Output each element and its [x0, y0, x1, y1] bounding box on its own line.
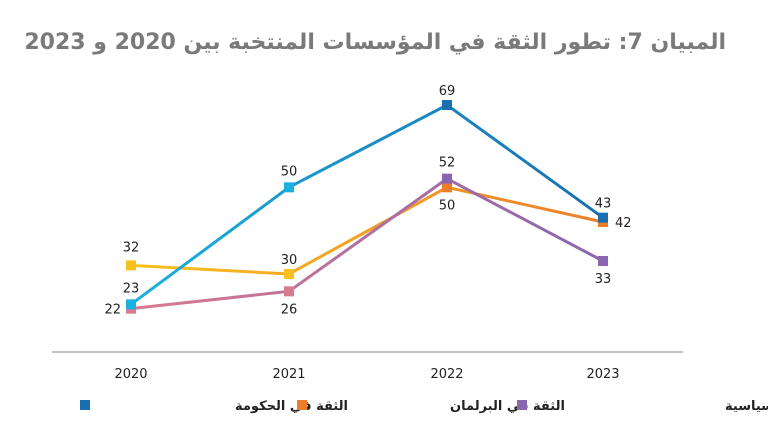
data-label: 23 [123, 281, 140, 296]
legend-marker [517, 400, 527, 410]
legend-label: الثقة في الأحزاب السياسية [725, 397, 768, 414]
series-line [130, 103, 604, 306]
data-label: 30 [281, 253, 298, 268]
data-point-marker [442, 173, 452, 184]
data-point-marker [598, 212, 608, 223]
data-label: 52 [439, 156, 456, 171]
data-point-marker [442, 100, 452, 110]
x-tick-label: 2023 [586, 367, 619, 382]
x-tick-label: 2022 [430, 367, 463, 382]
series-line [130, 185, 604, 276]
legend-marker [297, 400, 307, 410]
data-label: 42 [615, 216, 632, 231]
series-line [130, 176, 604, 311]
data-label: 26 [281, 302, 298, 317]
data-label: 50 [439, 198, 456, 213]
x-tick-label: 2020 [114, 367, 147, 382]
data-point-marker [284, 269, 294, 279]
data-point-marker [126, 260, 136, 271]
data-point-marker [284, 286, 294, 297]
data-label: 43 [595, 197, 612, 212]
x-tick-label: 2021 [272, 367, 305, 382]
data-label: 69 [439, 84, 456, 99]
data-label: 22 [104, 303, 121, 318]
data-label: 32 [123, 240, 140, 255]
data-point-marker [126, 299, 136, 310]
data-point-marker [284, 182, 294, 193]
data-label: 50 [281, 164, 298, 179]
data-point-marker [598, 256, 608, 266]
legend-marker [80, 400, 90, 410]
data-point-marker [442, 182, 452, 193]
chart-title: المبيان 7: تطور الثقة في المؤسسات المنتخ… [24, 30, 726, 55]
data-label: 33 [595, 272, 612, 287]
